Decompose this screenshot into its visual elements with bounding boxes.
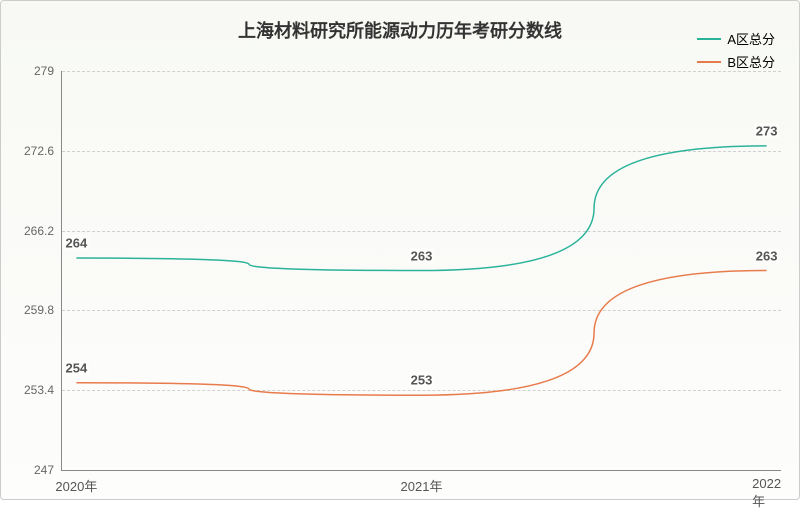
chart-container: 上海材料研究所能源动力历年考研分数线 A区总分 B区总分 247253.4259… — [0, 0, 800, 500]
series-line — [76, 271, 766, 396]
legend-item-b: B区总分 — [697, 52, 775, 71]
legend-label-b: B区总分 — [727, 52, 775, 71]
y-tick-label: 259.8 — [24, 303, 62, 317]
y-tick-label: 253.4 — [24, 383, 62, 397]
lines-svg — [62, 71, 781, 470]
x-tick-label: 2021年 — [401, 470, 443, 495]
legend-swatch-b — [697, 61, 721, 63]
legend: A区总分 B区总分 — [697, 29, 775, 75]
y-tick-label: 272.6 — [24, 144, 62, 158]
x-tick-label: 2022年 — [752, 470, 781, 510]
y-tick-label: 266.2 — [24, 224, 62, 238]
series-line — [76, 146, 766, 271]
legend-swatch-a — [697, 38, 721, 40]
legend-label-a: A区总分 — [727, 29, 775, 48]
plot-area: 247253.4259.8266.2272.62792020年2021年2022… — [61, 71, 781, 471]
x-tick-label: 2020年 — [55, 470, 97, 495]
legend-item-a: A区总分 — [697, 29, 775, 48]
y-tick-label: 279 — [34, 64, 62, 78]
chart-title: 上海材料研究所能源动力历年考研分数线 — [238, 17, 562, 43]
